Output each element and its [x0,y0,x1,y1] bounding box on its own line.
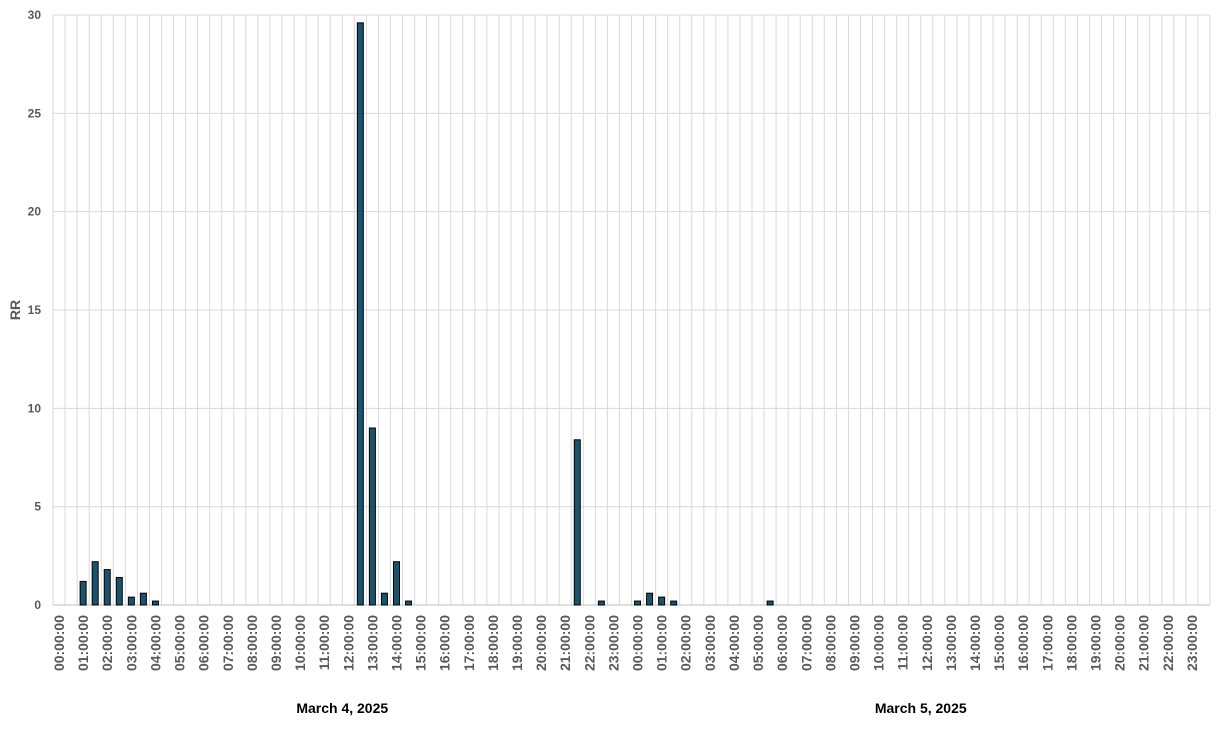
x-tick-label: 13:00:00 [364,615,380,671]
bar [79,580,87,606]
y-tick-label: 0 [34,598,41,612]
x-tick-label: 02:00:00 [99,615,115,671]
y-tick-label: 10 [28,401,42,415]
x-tick-label: 17:00:00 [461,615,477,671]
x-tick-label: 18:00:00 [485,615,501,671]
x-tick-label: 04:00:00 [147,615,163,671]
x-tick-label: 08:00:00 [244,615,260,671]
x-tick-label: 06:00:00 [774,615,790,671]
x-tick-label: 18:00:00 [1063,615,1079,671]
x-tick-label: 21:00:00 [1136,615,1152,671]
y-axis-label: RR [7,300,23,320]
x-tick-label: 07:00:00 [220,615,236,671]
bar [380,592,388,606]
x-tick-label: 21:00:00 [557,615,573,671]
x-tick-label: 13:00:00 [943,615,959,671]
x-tick-label: 10:00:00 [292,615,308,671]
x-tick-label: 12:00:00 [919,615,935,671]
x-tick-label: 02:00:00 [678,615,694,671]
x-tick-label: 16:00:00 [1015,615,1031,671]
x-tick-label: 17:00:00 [1039,615,1055,671]
x-tick-label: 19:00:00 [1088,615,1104,671]
bar [356,22,364,606]
y-tick-label: 30 [28,8,42,22]
bar [658,596,666,606]
x-tick-label: 12:00:00 [340,615,356,671]
x-tick-label: 22:00:00 [1160,615,1176,671]
x-tick-label: 00:00:00 [51,615,67,671]
x-tick-label: 22:00:00 [581,615,597,671]
group-label: March 4, 2025 [296,700,388,716]
bar [103,569,111,606]
bar [634,600,642,606]
x-tick-label: 14:00:00 [388,615,404,671]
bar [646,592,654,606]
y-tick-label: 5 [34,500,41,514]
y-tick-label: 20 [28,205,42,219]
x-tick-label: 04:00:00 [726,615,742,671]
bar [670,600,678,606]
bar [573,439,581,606]
bar [368,427,376,606]
x-tick-label: 01:00:00 [654,615,670,671]
x-tick-label: 19:00:00 [509,615,525,671]
x-tick-label: 08:00:00 [822,615,838,671]
x-tick-label: 06:00:00 [196,615,212,671]
x-tick-label: 09:00:00 [268,615,284,671]
x-tick-label: 05:00:00 [172,615,188,671]
group-label: March 5, 2025 [875,700,967,716]
x-tick-label: 14:00:00 [967,615,983,671]
x-tick-label: 20:00:00 [533,615,549,671]
x-tick-label: 07:00:00 [798,615,814,671]
bar [127,596,135,606]
x-tick-label: 16:00:00 [437,615,453,671]
bar [91,561,99,606]
bar [115,576,123,606]
bar [766,600,774,606]
x-tick-label: 20:00:00 [1112,615,1128,671]
bar [139,592,147,606]
x-tick-label: 03:00:00 [123,615,139,671]
y-tick-label: 15 [28,303,42,317]
x-tick-label: 01:00:00 [75,615,91,671]
x-tick-label: 05:00:00 [750,615,766,671]
bar [597,600,605,606]
x-tick-label: 15:00:00 [413,615,429,671]
x-tick-label: 15:00:00 [991,615,1007,671]
x-tick-label: 11:00:00 [316,615,332,670]
x-tick-label: 10:00:00 [871,615,887,671]
x-tick-label: 23:00:00 [1184,615,1200,671]
x-tick-label: 09:00:00 [846,615,862,671]
x-tick-label: 03:00:00 [702,615,718,671]
x-tick-label: 00:00:00 [630,615,646,671]
bar [151,600,159,606]
x-tick-label: 11:00:00 [895,615,911,670]
y-tick-label: 25 [28,106,42,120]
bar [392,561,400,606]
x-tick-label: 23:00:00 [605,615,621,671]
bar [405,600,413,606]
